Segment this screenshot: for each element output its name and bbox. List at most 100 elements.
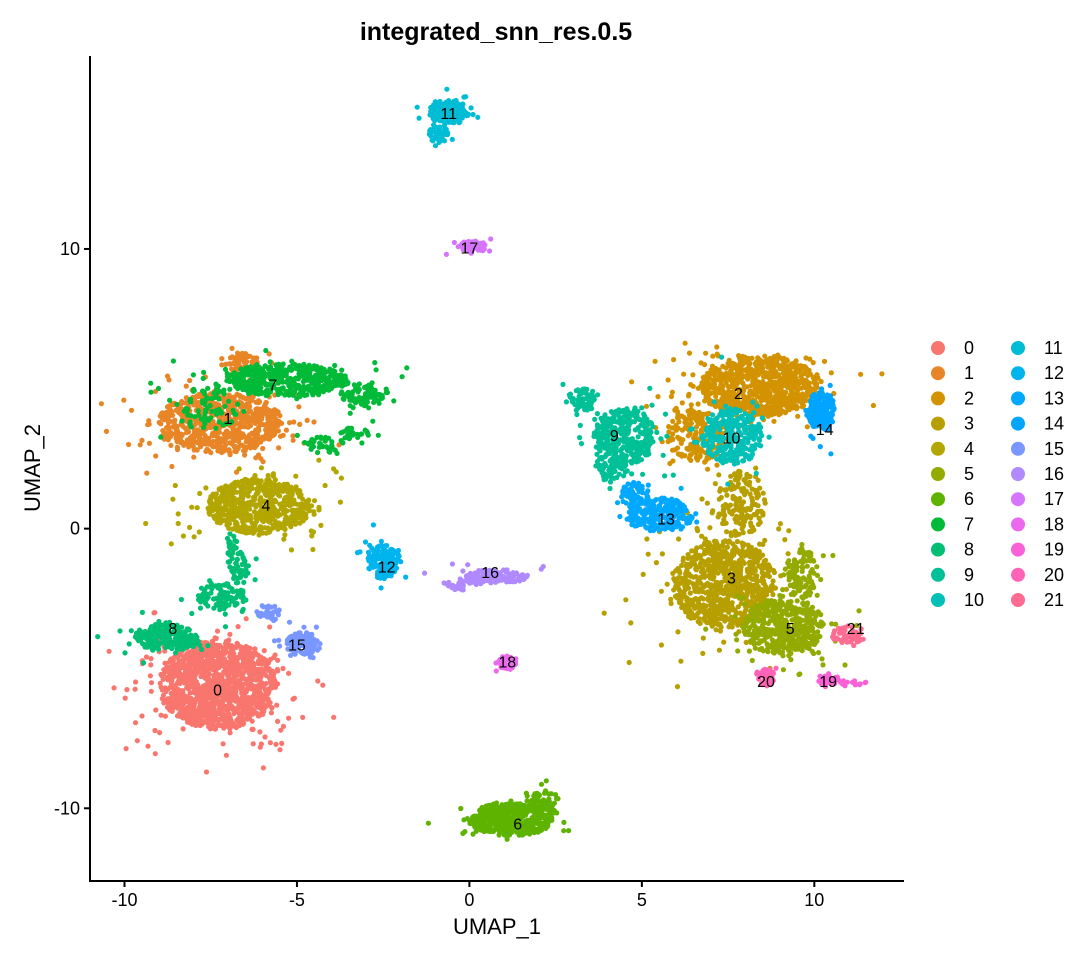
cell-point [223, 678, 229, 684]
cell-point [669, 389, 676, 395]
cell-point [215, 448, 221, 454]
cell-point [693, 444, 699, 450]
cell-point [282, 510, 288, 517]
cell-point [227, 701, 233, 708]
cell-point [751, 382, 757, 388]
cell-point [705, 609, 711, 615]
cell-point [746, 648, 753, 654]
cell-point [674, 595, 680, 601]
cell-point [245, 699, 251, 705]
cell-point [311, 498, 318, 504]
cell-point [720, 520, 726, 527]
cell-point [735, 515, 741, 521]
cell-point [187, 524, 193, 531]
cell-point [273, 741, 279, 747]
cell-point [143, 520, 149, 527]
cell-point [249, 726, 255, 732]
cell-point [749, 576, 755, 582]
cell-point [331, 714, 337, 720]
cell-point [703, 603, 709, 609]
cell-point [277, 747, 283, 753]
cell-point [175, 511, 181, 517]
cell-point [148, 688, 154, 694]
cell-point [707, 525, 713, 531]
cell-point [282, 519, 288, 525]
cell-point [243, 490, 249, 496]
cell-point [164, 373, 171, 379]
cell-point [682, 340, 688, 346]
cell-point [693, 449, 699, 456]
cell-point [680, 555, 687, 561]
cell-point [758, 508, 764, 514]
cell-point [282, 495, 288, 501]
cell-point [675, 411, 681, 418]
cell-point [670, 418, 676, 424]
cell-point [665, 377, 671, 383]
cell-point [318, 522, 324, 529]
cell-point [737, 472, 743, 478]
cell-point [239, 442, 245, 448]
cell-point [232, 448, 238, 454]
cell-point [147, 673, 153, 679]
cell-point [786, 528, 792, 534]
cell-point [208, 721, 214, 727]
cell-point [218, 693, 224, 699]
cell-point [219, 698, 225, 704]
cell-point [266, 351, 272, 357]
cell-point [712, 481, 719, 487]
cell-point [179, 701, 185, 707]
cell-point [258, 530, 264, 536]
cell-point [626, 659, 632, 666]
cell-point [228, 693, 234, 699]
cell-point [288, 522, 294, 529]
cell-point [275, 513, 281, 519]
cell-point [776, 412, 782, 418]
cell-point [213, 668, 219, 674]
cell-point [689, 548, 695, 554]
cell-point [828, 370, 834, 376]
cell-point [230, 425, 236, 431]
cell-point [157, 730, 163, 736]
cell-point [247, 408, 253, 414]
cell-point [180, 678, 186, 684]
cell-point [293, 473, 299, 479]
cell-point [243, 695, 249, 701]
cell-point [703, 350, 709, 356]
cell-point [204, 674, 211, 680]
cell-point [644, 536, 650, 542]
cell-point [760, 570, 766, 576]
cell-point [333, 469, 339, 475]
cell-point [727, 502, 734, 508]
cell-point [232, 434, 238, 440]
cell-point [704, 620, 710, 626]
cell-point [291, 501, 297, 507]
cell-point [676, 536, 682, 542]
cell-point [197, 490, 203, 497]
cell-point [178, 431, 184, 437]
cell-point [189, 439, 195, 445]
cell-point [703, 626, 709, 632]
cell-point [229, 487, 235, 493]
cell-point [673, 405, 679, 411]
cell-point [684, 416, 690, 422]
cell-point [168, 683, 174, 690]
cell-point [800, 398, 806, 405]
cell-point [717, 611, 724, 617]
cell-point [245, 685, 251, 691]
cell-point [748, 520, 754, 526]
cell-point [247, 656, 253, 662]
cell-point [212, 709, 218, 715]
cell-point [756, 549, 762, 555]
cell-point [257, 691, 263, 697]
cell-point [218, 656, 224, 662]
cell-point [126, 441, 132, 448]
cell-point [769, 407, 775, 413]
cell-point [243, 435, 249, 441]
cell-point [187, 690, 193, 696]
cell-point [264, 423, 270, 429]
cell-point [809, 648, 815, 655]
cell-point [769, 582, 775, 588]
cell-point [734, 499, 740, 505]
cell-point [262, 407, 268, 413]
cell-point [737, 379, 743, 385]
